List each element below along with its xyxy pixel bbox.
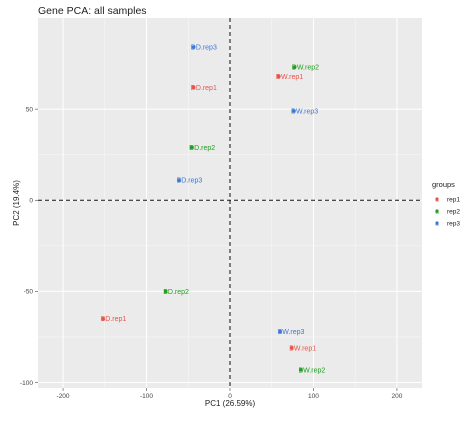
y-tick-label: 0 xyxy=(29,198,33,205)
legend: groups a rep1 a rep2 a rep3 xyxy=(432,180,460,227)
reference-lines xyxy=(38,18,422,388)
x-axis-label: PC1 (26.59%) xyxy=(205,399,256,408)
y-tick-label: -50 xyxy=(24,289,34,296)
x-tick-label: -200 xyxy=(57,393,70,400)
legend-key-glyph: a xyxy=(435,197,439,203)
point-label: DW.rep3 xyxy=(291,108,318,115)
legend-key-glyph: a xyxy=(435,221,439,227)
legend-label: rep1 xyxy=(447,196,460,203)
x-tick-label: 100 xyxy=(308,393,319,400)
point-label: BD.rep3 xyxy=(177,178,203,185)
y-tick-label: 50 xyxy=(26,106,34,113)
chart-title: Gene PCA: all samples xyxy=(38,5,147,17)
data-point xyxy=(177,178,181,183)
point-label: BW.rep1 xyxy=(289,345,316,352)
x-tick-label: 200 xyxy=(392,393,403,400)
point-label: DD.rep3 xyxy=(191,45,217,52)
legend-label: rep2 xyxy=(447,208,460,215)
point-label: BW.rep3 xyxy=(278,329,305,336)
x-tick-label: 0 xyxy=(228,393,232,400)
data-point xyxy=(278,329,282,334)
data-point xyxy=(189,145,194,150)
data-point xyxy=(276,74,281,79)
legend-marker xyxy=(435,197,439,201)
point-label: DD.rep1 xyxy=(191,85,217,92)
x-tick-label: -100 xyxy=(140,393,153,400)
axis-ticks: -200 -100 0 100 200 -100 -50 0 50 xyxy=(20,106,403,400)
data-point xyxy=(101,316,105,321)
data-point xyxy=(289,346,294,350)
legend-key-glyph: a xyxy=(435,209,439,215)
legend-marker xyxy=(435,221,439,225)
y-tick-label: -100 xyxy=(20,380,33,387)
legend-marker xyxy=(435,209,439,213)
data-point xyxy=(299,367,303,372)
point-label: DD.rep2 xyxy=(189,145,215,152)
data-points: DD.rep3 DD.rep1 DD.rep2 BD.rep3 BD.rep2 BD.re… xyxy=(101,45,326,375)
point-label: DW.rep2 xyxy=(292,65,319,72)
data-point xyxy=(163,289,168,294)
data-point xyxy=(191,85,196,90)
point-label: BW.rep2 xyxy=(298,367,325,374)
point-label: BD.rep2 xyxy=(163,289,189,296)
point-label: BD.rep1 xyxy=(101,316,127,323)
legend-label: rep3 xyxy=(447,220,460,227)
point-label: DW.rep1 xyxy=(276,74,303,81)
y-axis-label: PC2 (19.4%) xyxy=(12,180,21,226)
data-point xyxy=(292,65,297,70)
data-point xyxy=(291,109,296,113)
legend-title: groups xyxy=(432,180,455,189)
data-point xyxy=(191,45,196,49)
